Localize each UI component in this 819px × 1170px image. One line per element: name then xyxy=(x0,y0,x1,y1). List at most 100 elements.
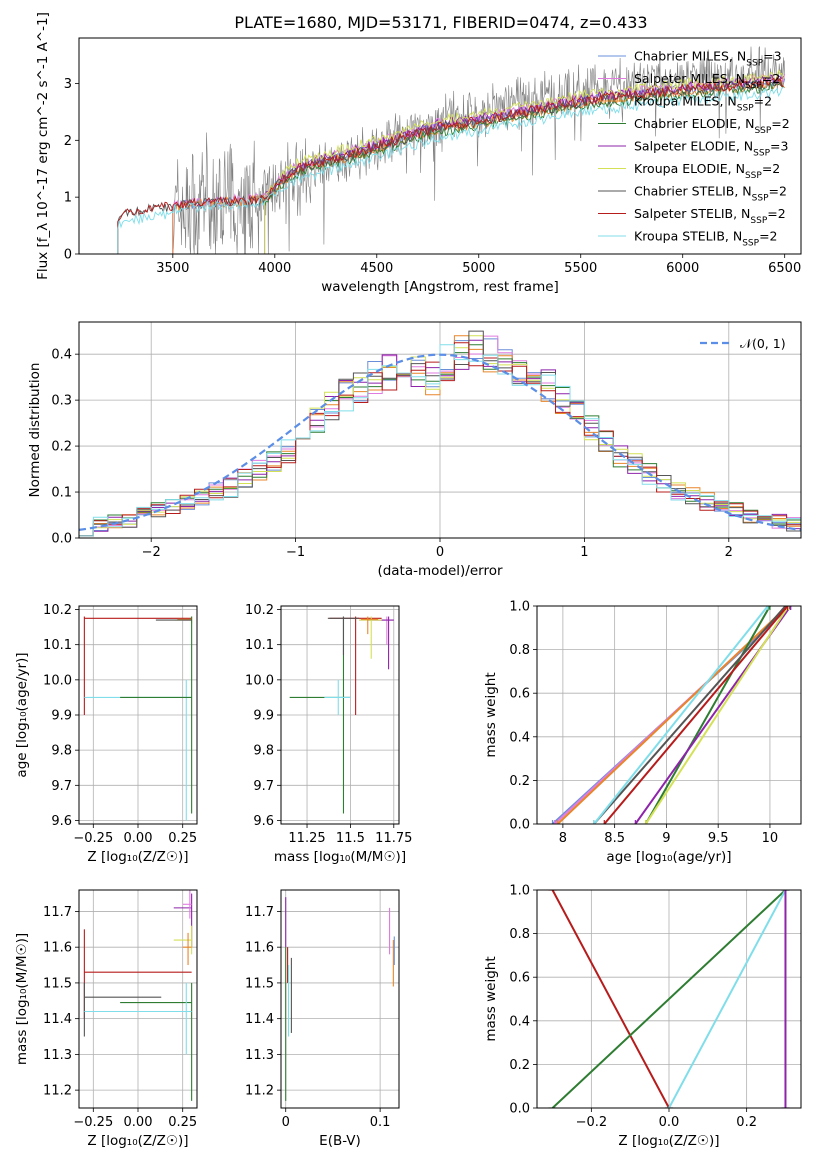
legend-label: Chabrier MILES, NSSP=3 xyxy=(634,49,782,69)
y-tick-label: 0 xyxy=(64,248,72,263)
y-tick-label: 1.0 xyxy=(509,884,530,899)
legend-value: =3 xyxy=(763,49,781,64)
legend-label-main: Chabrier STELIB, N xyxy=(634,184,752,199)
y-tick-label: 9.9 xyxy=(253,709,274,724)
x-tick-label: 3500 xyxy=(156,261,189,276)
plot-area xyxy=(281,890,399,1108)
x-axis-label: wavelength [Angstrom, rest frame] xyxy=(321,279,559,295)
x-axis-label: (data-model)/error xyxy=(377,563,503,579)
legend-label-main: Salpeter ELODIE, N xyxy=(634,139,753,154)
y-tick-label: 9.7 xyxy=(253,779,274,794)
x-axis-label: E(B-V) xyxy=(319,1133,361,1149)
x-tick-label: 0.0 xyxy=(659,1115,680,1130)
axes-frame xyxy=(78,321,802,539)
y-axis-label: Flux [f_λ 10^-17 erg cm^-2 s^-1 A^-1] xyxy=(35,12,51,280)
legend-label: Salpeter ELODIE, NSSP=3 xyxy=(634,139,788,159)
y-tick-label: 0.6 xyxy=(509,971,530,986)
legend-subscript: SSP xyxy=(742,239,759,249)
y-tick-label: 0.0 xyxy=(509,818,530,833)
legend-label-main: Chabrier ELODIE, N xyxy=(634,116,754,131)
y-tick-label: 9.7 xyxy=(51,779,72,794)
y-tick-label: 11.2 xyxy=(43,1084,72,1099)
x-tick-label: 2 xyxy=(725,545,733,560)
plot-area xyxy=(79,890,197,1108)
panel-mass-vs-Z: −0.25 0.00 0.25 11.2 11.3 11.4 11.5 11.6 11.7 Z [… xyxy=(14,889,198,1149)
legend-label: Chabrier ELODIE, NSSP=2 xyxy=(634,116,790,136)
legend-subscript: SSP xyxy=(746,59,763,69)
y-tick-label: 3 xyxy=(64,77,72,92)
y-tick-label: 10.0 xyxy=(43,673,72,688)
axes-frame xyxy=(536,605,802,825)
y-tick-label: 9.8 xyxy=(51,744,72,759)
y-tick-label: 0.4 xyxy=(509,1014,530,1029)
y-tick-label: 9.9 xyxy=(51,709,72,724)
x-axis-label: Z [log₁₀(Z/Z☉)] xyxy=(618,1133,719,1149)
y-tick-label: 11.4 xyxy=(245,1012,274,1027)
panel-mass-vs-EBV: 0 0.1 11.2 11.3 11.4 11.5 11.6 11.7 E(B-V) xyxy=(245,889,400,1149)
legend-label: Kroupa ELODIE, NSSP=2 xyxy=(634,161,780,181)
legend-label-main: Kroupa STELIB, N xyxy=(634,229,742,244)
cumulative-mass-line xyxy=(644,606,771,824)
legend-subscript: SSP xyxy=(737,104,754,114)
y-tick-label: 10.2 xyxy=(245,603,274,618)
plot-area xyxy=(281,606,399,824)
axes-frame xyxy=(78,605,198,825)
plot-area xyxy=(537,890,801,1108)
x-tick-label: 9.5 xyxy=(708,831,729,846)
cumulative-mass-line xyxy=(668,890,787,1108)
y-tick-label: 11.7 xyxy=(43,905,72,920)
legend-label: Salpeter STELIB, NSSP=2 xyxy=(634,206,786,226)
x-axis-label: Z [log₁₀(Z/Z☉)] xyxy=(87,1133,188,1149)
y-tick-label: 0.0 xyxy=(51,532,72,547)
y-tick-label: 9.8 xyxy=(253,744,274,759)
legend-value: =2 xyxy=(769,184,787,199)
legend-subscript: SSP xyxy=(745,81,762,91)
legend-subscript: SSP xyxy=(752,194,769,204)
y-axis-label: Normed distribution xyxy=(27,363,43,498)
y-tick-label: 0.2 xyxy=(509,1058,530,1073)
cumulative-mass-line xyxy=(593,606,787,824)
x-tick-label: 0.00 xyxy=(124,1115,153,1130)
plot-area xyxy=(537,606,801,824)
legend-label-main: Salpeter MILES, N xyxy=(634,71,745,86)
y-tick-label: 11.3 xyxy=(245,1048,274,1063)
plot-area xyxy=(117,45,786,254)
axes-frame xyxy=(280,605,400,825)
cumulative-mass-line xyxy=(603,606,789,824)
y-tick-label: 11.6 xyxy=(43,941,72,956)
x-tick-label: 5500 xyxy=(564,261,597,276)
y-tick-label: 2 xyxy=(64,134,72,149)
x-axis-label: age [log₁₀(age/yr)] xyxy=(606,849,731,865)
x-tick-label: 6500 xyxy=(768,261,801,276)
cumulative-mass-line xyxy=(593,606,769,824)
x-tick-label: −0.25 xyxy=(73,1115,113,1130)
y-tick-label: 9.6 xyxy=(51,814,72,829)
y-tick-label: 0.0 xyxy=(509,1102,530,1117)
x-tick-label: 11.25 xyxy=(288,831,325,846)
y-tick-label: 10.1 xyxy=(43,638,72,653)
y-tick-label: 11.2 xyxy=(245,1084,274,1099)
x-tick-label: 1 xyxy=(580,545,588,560)
legend-subscript: SSP xyxy=(750,216,767,226)
y-tick-label: 0.1 xyxy=(51,486,72,501)
x-tick-label: 5000 xyxy=(462,261,495,276)
y-axis-label: age [log₁₀(age/yr)] xyxy=(14,652,30,777)
x-tick-label: 0.00 xyxy=(124,831,153,846)
x-tick-label: −1 xyxy=(286,545,305,560)
x-tick-label: −2 xyxy=(142,545,161,560)
normal-legend-label: 𝒩(0, 1) xyxy=(740,336,786,351)
y-tick-label: 11.4 xyxy=(43,1012,72,1027)
axes-frame xyxy=(536,889,802,1109)
axes-frame xyxy=(78,37,802,255)
y-tick-label: 1.0 xyxy=(509,600,530,615)
legend-subscript: SSP xyxy=(754,126,771,136)
x-tick-label: 0.25 xyxy=(168,1115,197,1130)
y-tick-label: 9.6 xyxy=(253,814,274,829)
legend-label-main: Chabrier MILES, N xyxy=(634,49,746,64)
x-tick-label: 8 xyxy=(559,831,567,846)
figure-title: PLATE=1680, MJD=53171, FIBERID=0474, z=0… xyxy=(234,13,647,32)
plot-area xyxy=(79,606,197,824)
panel-age-vs-mass: 11.25 11.5 11.75 9.6 9.7 9.8 9.9 10.0 10.1 10.2 ma… xyxy=(245,603,412,865)
y-tick-label: 0.8 xyxy=(509,927,530,942)
